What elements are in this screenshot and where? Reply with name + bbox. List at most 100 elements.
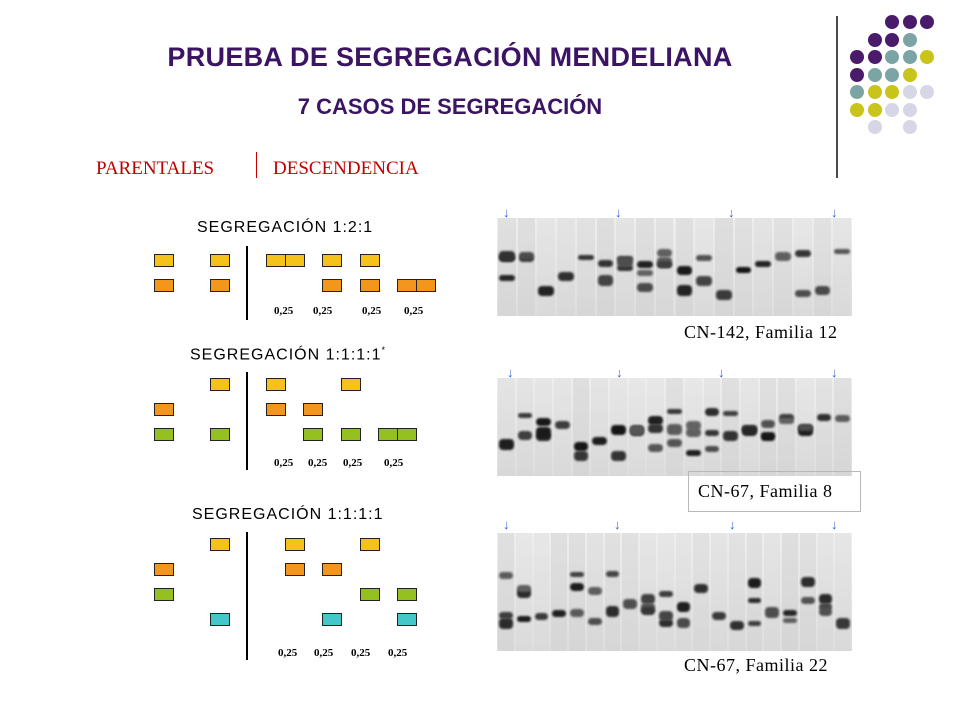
allele-box-yellow [266, 378, 286, 391]
gel-band [536, 427, 552, 438]
gel-band [570, 583, 584, 592]
decorative-dot [867, 120, 882, 134]
gel-band [712, 611, 726, 621]
gel-band [814, 286, 831, 295]
gel-band [623, 599, 637, 609]
gel-lane [813, 218, 832, 316]
decorative-dot [885, 67, 899, 82]
gel-band [667, 408, 682, 415]
gel-band [648, 423, 664, 433]
allele-box-cyan [397, 613, 417, 626]
allele-box-green [341, 428, 361, 441]
gel-band [517, 431, 533, 440]
gel-band [685, 449, 701, 456]
allele-box-yellow [322, 254, 342, 267]
gel-band [723, 411, 738, 417]
gel-band [741, 425, 757, 437]
gel-band [747, 598, 762, 604]
allele-box-yellow [154, 254, 174, 267]
decorative-dot [850, 50, 864, 64]
decorative-dot [885, 15, 899, 29]
allele-box-orange [397, 279, 417, 292]
down-arrow-icon: ↓ [831, 365, 838, 380]
gel-lane [728, 533, 745, 651]
allele-box-green [378, 428, 398, 441]
gel-band [499, 571, 513, 579]
fraction-label: 0,25 [362, 305, 382, 317]
gel-lane [714, 218, 733, 316]
gel-band [573, 442, 589, 452]
fraction-label: 0,25 [278, 647, 298, 659]
gel-image-familia-22 [497, 533, 852, 651]
gel-band [658, 611, 673, 621]
fraction-label: 0,25 [351, 647, 371, 659]
gel-lane [537, 218, 556, 316]
gel-band [783, 610, 797, 617]
fraction-label: 0,25 [274, 305, 294, 317]
gel-lane [793, 218, 812, 316]
scheme-heading: SEGREGACIÓN 1:2:1 [197, 219, 374, 236]
allele-box-green [154, 428, 174, 441]
decorative-dot [850, 85, 864, 99]
gel-band [555, 420, 570, 430]
gel-band [676, 265, 693, 276]
gel-band [637, 283, 653, 292]
fraction-label: 0,25 [314, 647, 334, 659]
decorative-dot [902, 102, 917, 117]
gel-band [611, 450, 626, 462]
gel-band [558, 271, 574, 282]
gel-lane [640, 533, 656, 651]
decorative-dot [867, 102, 882, 117]
gel-band [794, 250, 811, 258]
gel-band [597, 275, 614, 286]
allele-box-yellow [210, 254, 230, 267]
gel-band [704, 407, 720, 416]
gel-band [779, 418, 794, 425]
decorative-dot [850, 67, 864, 82]
down-arrow-icon: ↓ [503, 517, 510, 532]
gel-lane [834, 378, 851, 476]
allele-box-yellow [210, 378, 230, 391]
decorative-dot [885, 32, 899, 47]
allele-box-green [397, 428, 417, 441]
allele-box-yellow [285, 538, 305, 551]
decorative-dot [902, 120, 917, 134]
parent-offspring-divider [246, 372, 248, 470]
gel-band [499, 274, 515, 281]
decorative-dot [850, 102, 864, 117]
gel-lane [535, 378, 553, 476]
gel-band [765, 607, 779, 619]
asterisk: * [381, 345, 387, 355]
gel-band [704, 446, 720, 453]
gel-lane [551, 533, 567, 651]
fraction-label: 0,25 [308, 457, 328, 469]
gel-band [611, 425, 626, 435]
gel-band [667, 439, 682, 447]
gel-lane [815, 378, 833, 476]
allele-box-orange [154, 563, 174, 576]
gel-band [538, 286, 555, 297]
gel-lane [746, 533, 763, 651]
allele-box-cyan [210, 613, 230, 626]
allele-box-orange [285, 563, 305, 576]
decorative-dot [902, 32, 917, 47]
gel-lane [569, 533, 585, 651]
gel-lane [498, 378, 515, 476]
gel-band [617, 257, 634, 267]
gel-band [818, 608, 833, 616]
gel-band [587, 587, 602, 596]
gel-band [552, 610, 566, 617]
gel-lane [572, 378, 590, 476]
gel-band [577, 255, 594, 261]
gel-band [696, 275, 712, 286]
gel-lane [764, 533, 780, 651]
gel-lane [675, 533, 692, 651]
allele-box-yellow [360, 254, 380, 267]
decorative-dot [902, 50, 917, 64]
gel-band [818, 602, 833, 611]
decorative-dot [920, 85, 934, 99]
gel-band [570, 609, 584, 617]
gel-band [729, 620, 744, 630]
down-arrow-icon: ↓ [831, 205, 838, 220]
allele-box-green [303, 428, 323, 441]
